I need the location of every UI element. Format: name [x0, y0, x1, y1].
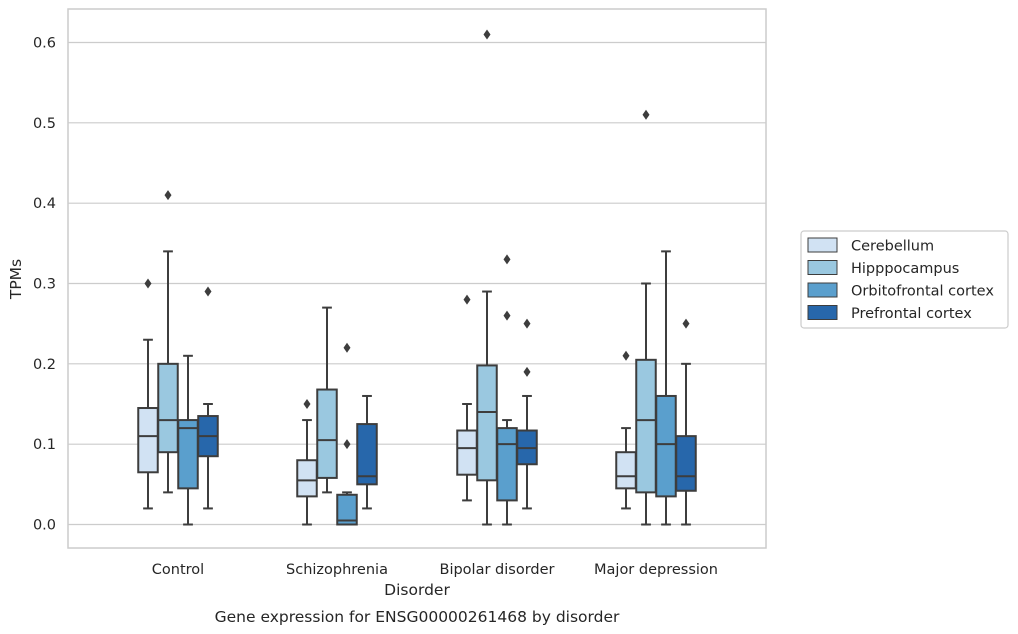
y-tick-label: 0.1 [33, 437, 56, 453]
y-tick-label: 0.4 [33, 196, 56, 212]
legend-frame [800, 230, 1009, 329]
box-group [356, 394, 378, 510]
box-group [476, 29, 498, 526]
box-group [197, 286, 219, 510]
legend-label: Orbitofrontal cortex [851, 284, 994, 300]
y-tick-label: 0.0 [33, 518, 56, 534]
box [456, 429, 478, 476]
y-axis-label: TPMs [7, 259, 25, 300]
box [316, 388, 338, 479]
outlier-point [343, 439, 351, 450]
legend-swatch [807, 282, 838, 298]
y-tick-label: 0.6 [33, 36, 56, 52]
outlier-point [642, 109, 650, 120]
x-tick-label: Bipolar disorder [440, 562, 555, 578]
box [615, 451, 637, 490]
box [655, 394, 677, 498]
box-group [157, 190, 179, 494]
box-group [615, 350, 637, 510]
box-group [675, 318, 697, 526]
box-group [137, 278, 159, 510]
box-group [296, 399, 318, 526]
x-tick-label: Schizophrenia [286, 562, 388, 578]
legend-swatch [807, 237, 838, 253]
outlier-point [503, 254, 511, 265]
boxes [137, 29, 697, 526]
box-group [496, 254, 518, 526]
legend-label: Hipppocampus [851, 261, 959, 277]
y-tick-label: 0.2 [33, 357, 56, 373]
x-axis-label: Disorder [384, 581, 450, 599]
box-group [456, 294, 478, 502]
outlier-point [523, 366, 531, 377]
box-group [655, 250, 677, 526]
chart-caption: Gene expression for ENSG00000261468 by d… [215, 608, 620, 626]
box-group [336, 342, 358, 526]
box-group [635, 109, 657, 526]
outlier-point [483, 29, 491, 40]
box [296, 459, 318, 498]
box [356, 423, 378, 486]
outlier-point [204, 286, 212, 297]
outlier-point [343, 342, 351, 353]
box-group [516, 318, 538, 510]
outlier-point [503, 310, 511, 321]
plot-frame [67, 8, 767, 549]
box [496, 427, 518, 502]
legend: Cerebellum Hipppocampus Orbitofrontal cort… [800, 230, 1009, 329]
box [476, 364, 498, 482]
outlier-point [303, 399, 311, 409]
outlier-point [144, 278, 152, 289]
y-tick-label: 0.3 [33, 277, 56, 293]
x-tick-label: Major depression [594, 562, 718, 578]
legend-swatch [807, 260, 838, 275]
box-group [177, 354, 199, 526]
legend-label: Cerebellum [851, 239, 934, 255]
y-axis-ticks: 0.0 0.1 0.2 0.3 0.4 0.5 0.6 [33, 36, 56, 534]
box [137, 407, 159, 474]
box [675, 435, 697, 492]
legend-label: Prefrontal cortex [851, 306, 972, 322]
legend-swatch [807, 305, 838, 320]
y-tick-label: 0.5 [33, 116, 56, 132]
outlier-point [622, 350, 630, 361]
x-tick-label: Control [152, 562, 204, 578]
box-group [316, 306, 338, 494]
box [336, 493, 358, 526]
box [157, 362, 179, 454]
x-axis-ticks: Control Schizophrenia Bipolar disorder Majo… [152, 562, 718, 578]
outlier-point [523, 318, 531, 329]
box [177, 419, 199, 490]
box [635, 358, 657, 494]
outlier-point [463, 294, 471, 305]
outlier-point [164, 190, 172, 201]
outlier-point [682, 318, 690, 329]
